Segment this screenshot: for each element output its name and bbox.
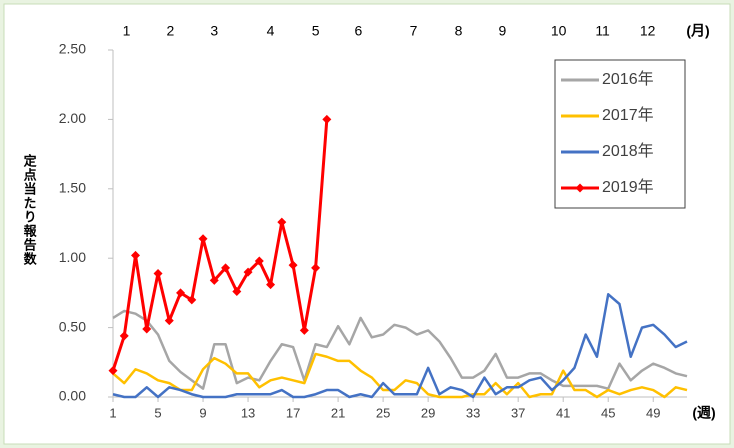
x2-tick-label: 10 (551, 23, 567, 39)
data-point (299, 325, 309, 335)
x2-tick-label: 9 (499, 23, 507, 39)
y-tick-label: 2.00 (59, 110, 86, 126)
x-tick-label: 45 (601, 405, 615, 420)
legend-marker (575, 183, 585, 193)
data-point (266, 280, 276, 290)
x-tick-label: 17 (286, 405, 300, 420)
x-tick-label: 5 (154, 405, 161, 420)
x-tick-label: 29 (421, 405, 435, 420)
data-point (254, 256, 264, 266)
data-point (164, 316, 174, 326)
x2-tick-label: 7 (410, 23, 418, 39)
x-unit-label: (週) (692, 405, 715, 421)
x2-tick-label: 2 (167, 23, 175, 39)
x-tick-label: 37 (511, 405, 525, 420)
x2-tick-label: 4 (267, 23, 275, 39)
data-point (277, 217, 287, 227)
x-tick-label: 21 (331, 405, 345, 420)
data-point (198, 234, 208, 244)
legend-label: 2019年 (602, 178, 654, 196)
data-point (142, 324, 152, 334)
y-tick-label: 2.50 (59, 41, 86, 57)
data-point (232, 287, 242, 297)
x-tick-label: 13 (241, 405, 255, 420)
x2-tick-label: 11 (595, 23, 610, 39)
x-tick-label: 33 (466, 405, 480, 420)
series-line (112, 309, 688, 390)
x2-tick-label: 12 (640, 23, 656, 39)
data-point (108, 366, 118, 376)
data-point (153, 268, 163, 278)
series-line (112, 293, 688, 399)
data-point (187, 295, 197, 305)
data-point (322, 114, 332, 124)
x2-unit-label: (月) (686, 23, 709, 39)
x-tick-label: 1 (109, 405, 116, 420)
legend-box (554, 59, 686, 209)
series-line (111, 119, 329, 372)
legend-label: 2017年 (602, 106, 654, 124)
data-point (176, 288, 186, 298)
x2-tick-label: 1 (123, 23, 131, 39)
data-point (311, 263, 321, 273)
x2-tick-label: 8 (455, 23, 463, 39)
series-line (112, 352, 688, 399)
data-point (131, 250, 141, 260)
legend-label: 2016年 (602, 70, 654, 88)
data-point (209, 275, 219, 285)
x2-tick-label: 6 (354, 23, 362, 39)
data-point (119, 331, 129, 341)
data-point (243, 267, 253, 277)
legend-label: 2018年 (602, 142, 654, 160)
y-tick-label: 0.00 (59, 388, 86, 404)
y-tick-label: 0.50 (59, 318, 86, 334)
data-point (288, 260, 298, 270)
x-tick-label: 9 (199, 405, 206, 420)
x-tick-label: 49 (646, 405, 660, 420)
y-axis-label: 定点当たり報告数 (22, 153, 38, 266)
x-tick-label: 25 (376, 405, 390, 420)
y-tick-label: 1.00 (59, 249, 86, 265)
y-tick-label: 1.50 (59, 180, 86, 196)
data-point (221, 263, 231, 273)
x-tick-label: 41 (556, 405, 570, 420)
x2-tick-label: 5 (312, 23, 320, 39)
x2-tick-label: 3 (210, 23, 218, 39)
